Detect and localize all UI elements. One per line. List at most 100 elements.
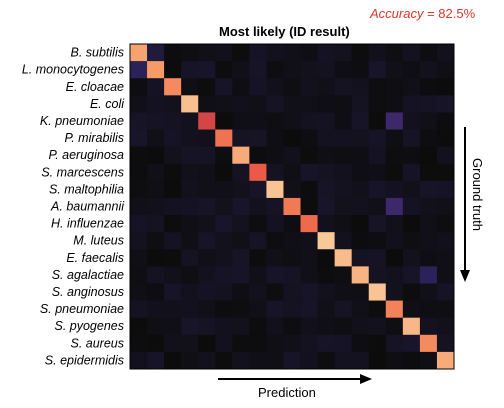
matrix-cell xyxy=(300,95,318,113)
matrix-cell xyxy=(198,215,216,233)
matrix-cell xyxy=(266,351,284,370)
matrix-cell xyxy=(419,163,438,182)
matrix-cell xyxy=(283,334,301,353)
matrix-cell xyxy=(351,180,370,199)
matrix-cell xyxy=(334,334,352,353)
matrix-cell xyxy=(249,283,267,301)
matrix-cell xyxy=(402,146,421,165)
matrix-cell xyxy=(385,163,404,182)
matrix-cell xyxy=(198,95,216,113)
row-label: S. agalactiae xyxy=(52,268,124,282)
matrix-cell xyxy=(249,300,267,318)
matrix-cell xyxy=(334,300,352,318)
matrix-cell xyxy=(164,334,182,353)
matrix-cell xyxy=(419,78,438,96)
matrix-cell xyxy=(300,266,318,284)
matrix-cell xyxy=(436,266,455,284)
matrix-cell xyxy=(436,334,455,353)
matrix-cell xyxy=(232,44,250,62)
matrix-cell xyxy=(266,180,284,199)
matrix-cell xyxy=(266,317,284,336)
row-label: E. coli xyxy=(90,97,125,111)
matrix-cell xyxy=(402,78,421,96)
matrix-cell xyxy=(181,61,199,79)
matrix-cell xyxy=(147,300,165,318)
matrix-cell xyxy=(249,249,267,267)
matrix-cell xyxy=(283,163,301,182)
matrix-cell xyxy=(130,249,148,267)
matrix-cell xyxy=(368,232,387,250)
matrix-cell xyxy=(402,180,421,199)
matrix-cell xyxy=(351,351,370,370)
matrix-cell xyxy=(147,44,165,62)
matrix-cell xyxy=(215,112,233,130)
matrix-cell xyxy=(232,266,250,284)
matrix-cell xyxy=(385,215,404,233)
matrix-cell xyxy=(402,266,421,284)
matrix-cell xyxy=(351,95,370,113)
matrix-cell xyxy=(147,266,165,284)
matrix-cell xyxy=(436,129,455,147)
matrix-cell xyxy=(198,249,216,267)
matrix-cell xyxy=(385,232,404,250)
matrix-cell xyxy=(402,129,421,147)
matrix-cell xyxy=(215,351,233,370)
matrix-cell xyxy=(351,249,370,267)
matrix-cell xyxy=(419,300,438,318)
matrix-cell xyxy=(147,180,165,199)
matrix-cell xyxy=(419,129,438,147)
matrix-cell xyxy=(436,61,455,79)
matrix-cell xyxy=(436,112,455,130)
matrix-cell xyxy=(368,180,387,199)
matrix-cell xyxy=(198,44,216,62)
matrix-cell xyxy=(198,129,216,147)
matrix-cell xyxy=(283,266,301,284)
matrix-cell xyxy=(283,232,301,250)
matrix-cell xyxy=(232,249,250,267)
matrix-cell xyxy=(436,146,455,165)
matrix-cell xyxy=(164,61,182,79)
matrix-cell xyxy=(249,180,267,199)
matrix-cell xyxy=(300,180,318,199)
matrix-cell xyxy=(181,351,199,370)
matrix-cell xyxy=(266,129,284,147)
matrix-cell xyxy=(147,95,165,113)
matrix-cell xyxy=(385,283,404,301)
matrix-cell xyxy=(300,351,318,370)
matrix-cell xyxy=(266,266,284,284)
matrix-cell xyxy=(266,232,284,250)
matrix-cell xyxy=(164,300,182,318)
matrix-cell xyxy=(283,317,301,336)
matrix-cell xyxy=(317,232,335,250)
matrix-cell xyxy=(402,232,421,250)
matrix-cell xyxy=(402,334,421,353)
matrix-cell xyxy=(130,61,148,79)
matrix-cell xyxy=(419,334,438,353)
matrix-cell xyxy=(181,266,199,284)
matrix-cell xyxy=(164,232,182,250)
matrix-cell xyxy=(181,112,199,130)
matrix-cell xyxy=(249,78,267,96)
matrix-cell xyxy=(436,351,455,370)
matrix-cell xyxy=(368,266,387,284)
row-label: L. monocytogenes xyxy=(22,63,124,77)
matrix-cell xyxy=(385,351,404,370)
matrix-cell xyxy=(402,249,421,267)
matrix-cell xyxy=(164,197,182,216)
matrix-cell xyxy=(368,215,387,233)
matrix-cell xyxy=(334,163,352,182)
matrix-cell xyxy=(402,300,421,318)
matrix-cell xyxy=(334,215,352,233)
matrix-cell xyxy=(130,351,148,370)
matrix-cell xyxy=(419,351,438,370)
matrix-cell xyxy=(436,163,455,182)
matrix-cell xyxy=(181,163,199,182)
matrix-cell xyxy=(385,44,404,62)
matrix-cell xyxy=(402,61,421,79)
matrix-cell xyxy=(300,129,318,147)
matrix-cell xyxy=(249,95,267,113)
matrix-cell xyxy=(181,95,199,113)
matrix-cell xyxy=(181,334,199,353)
matrix-cell xyxy=(436,197,455,216)
matrix-cell xyxy=(317,300,335,318)
